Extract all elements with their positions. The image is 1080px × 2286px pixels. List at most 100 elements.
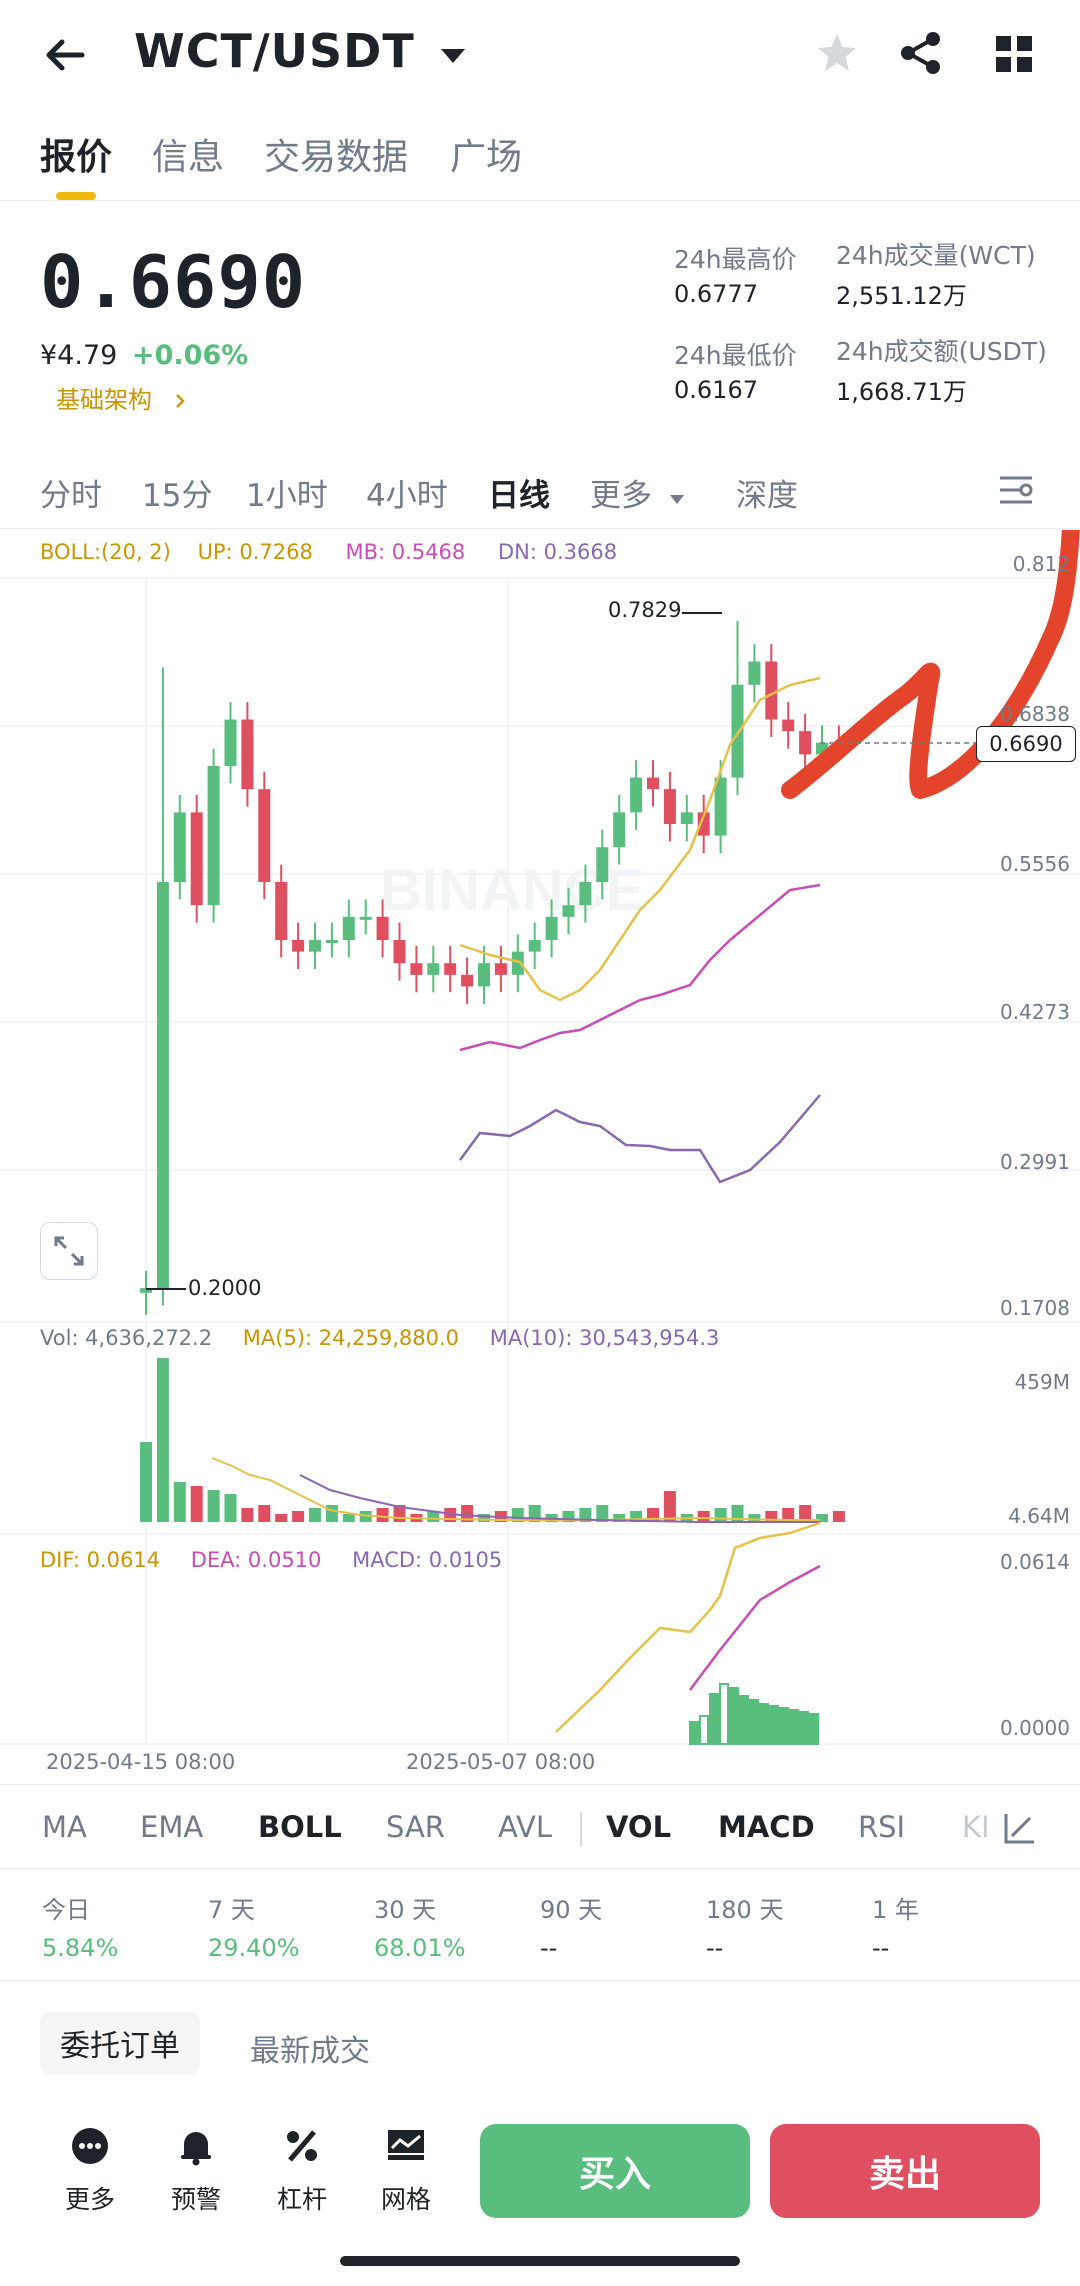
macd-legend: DIF: 0.0614 DEA: 0.0510 MACD: 0.0105	[40, 1548, 502, 1572]
tab-active-indicator	[56, 192, 96, 200]
perf-label: 30 天	[374, 1896, 437, 1924]
indicator-divider	[580, 1812, 582, 1846]
perf-label: 今日	[42, 1896, 90, 1924]
candlestick-chart[interactable]: BINANCE	[0, 530, 1080, 1790]
ind-boll[interactable]: BOLL	[258, 1810, 342, 1844]
ind-rsi[interactable]: RSI	[858, 1810, 906, 1844]
tf-4h[interactable]: 4小时	[366, 478, 448, 514]
ind-ma[interactable]: MA	[42, 1810, 87, 1844]
section-divider	[0, 1980, 1080, 1981]
low-marker-label: 0.2000	[188, 1276, 262, 1300]
candle-body	[241, 719, 254, 790]
boll-up: UP: 0.7268	[197, 540, 313, 564]
ind-kdj[interactable]: KI	[962, 1810, 990, 1844]
volume-bar	[765, 1511, 778, 1522]
indicator-settings-button[interactable]	[1002, 1810, 1038, 1846]
high-marker-line	[682, 612, 722, 614]
bottom-grid[interactable]: 网格	[366, 2126, 446, 2216]
last-price: 0.6690	[40, 240, 307, 324]
vol-ma5-line	[211, 1457, 820, 1521]
tabs-divider	[0, 200, 1080, 201]
macd-bar	[759, 1703, 769, 1745]
tab-square[interactable]: 广场	[450, 137, 523, 178]
tf-more[interactable]: 更多	[590, 470, 686, 515]
vol-ma10: MA(10): 30,543,954.3	[489, 1326, 720, 1350]
tab-trading-data[interactable]: 交易数据	[264, 137, 409, 178]
pair-label: WCT/USDT	[134, 24, 415, 78]
candle-body	[444, 963, 457, 975]
bottom-alert[interactable]: 预警	[156, 2126, 236, 2216]
tf-timeshare[interactable]: 分时	[40, 478, 102, 514]
share-button[interactable]	[898, 30, 944, 76]
volume-bar	[241, 1508, 254, 1522]
price-axis-label: 0.4273	[1000, 1000, 1070, 1024]
price-axis-label: 0.5556	[1000, 852, 1070, 876]
category-link[interactable]: 基础架构	[56, 380, 190, 415]
bottom-leverage[interactable]: 杠杆	[262, 2126, 342, 2216]
volume-bar	[579, 1508, 592, 1522]
bottom-more-label: 更多	[64, 2185, 115, 2214]
dea-line	[689, 1564, 821, 1691]
candle-body	[714, 777, 727, 836]
macd-dea: DEA: 0.0510	[190, 1548, 322, 1572]
ind-macd[interactable]: MACD	[718, 1810, 815, 1844]
back-button[interactable]	[40, 30, 90, 80]
vol-axis-top: 459M	[1014, 1370, 1070, 1394]
current-price-tag[interactable]: 0.6690	[976, 726, 1076, 762]
candle-body	[765, 661, 778, 720]
price-cny: ¥4.79	[40, 340, 118, 371]
ind-avl[interactable]: AVL	[498, 1810, 552, 1844]
caret-down-icon	[669, 495, 684, 504]
buy-button[interactable]: 买入	[480, 2124, 750, 2218]
bottom-alert-label: 预警	[170, 2185, 221, 2214]
tf-1h[interactable]: 1小时	[246, 478, 328, 514]
candle-body	[511, 951, 524, 975]
tab-quote[interactable]: 报价	[40, 137, 113, 178]
volume-bar	[376, 1508, 389, 1522]
macd-bar	[709, 1693, 719, 1745]
sell-button[interactable]: 卖出	[770, 2124, 1040, 2218]
candle-body	[309, 940, 321, 952]
red-annotation-stroke	[781, 530, 1080, 799]
candle-body	[647, 777, 659, 790]
layout-grid-button[interactable]	[994, 34, 1034, 74]
tab-latest-trades[interactable]: 最新成交	[250, 2034, 370, 2069]
tf-1d[interactable]: 日线	[488, 478, 550, 514]
tf-more-label: 更多	[590, 478, 652, 514]
grid-icon	[996, 36, 1032, 72]
candle-body	[663, 789, 676, 824]
bell-icon	[181, 2132, 211, 2166]
favorite-button[interactable]	[814, 30, 860, 76]
volume-label: 24h成交量(WCT)	[836, 241, 1036, 270]
volume-bar	[427, 1511, 440, 1522]
chart-settings-button[interactable]	[996, 470, 1036, 510]
bottom-leverage-label: 杠杆	[276, 2185, 327, 2214]
date-label: 2025-05-07 08:00	[406, 1750, 596, 1774]
volume-bar	[731, 1505, 744, 1522]
ind-sar[interactable]: SAR	[386, 1810, 445, 1844]
ind-vol[interactable]: VOL	[606, 1810, 672, 1844]
vol-ma10-line	[299, 1474, 820, 1523]
tab-open-orders[interactable]: 委托订单	[40, 2012, 200, 2074]
macd-axis-bottom: 0.0000	[1000, 1716, 1070, 1740]
volume-bar	[292, 1511, 305, 1522]
boll-dn: DN: 0.3668	[497, 540, 618, 564]
perf-value: --	[540, 1934, 558, 1962]
low-label: 24h最低价	[674, 341, 797, 370]
tf-15m[interactable]: 15分	[142, 478, 213, 514]
pair-title[interactable]: WCT/USDT	[134, 24, 468, 78]
macd-bars	[689, 1683, 819, 1745]
candle-body	[427, 963, 440, 975]
ind-ema[interactable]: EMA	[140, 1810, 204, 1844]
candle-body	[731, 684, 744, 778]
price-axis-label: 0.6838	[1000, 702, 1070, 726]
macd-axis-top: 0.0614	[1000, 1550, 1070, 1574]
candle-body	[140, 1288, 152, 1293]
fullscreen-button[interactable]	[40, 1222, 98, 1280]
bottom-more[interactable]: 更多	[50, 2126, 130, 2216]
tab-info[interactable]: 信息	[152, 137, 225, 178]
tf-depth[interactable]: 深度	[736, 478, 798, 514]
volume-bar	[630, 1511, 643, 1522]
candle-body	[224, 719, 237, 766]
boll-label: BOLL:(20, 2)	[40, 540, 171, 564]
